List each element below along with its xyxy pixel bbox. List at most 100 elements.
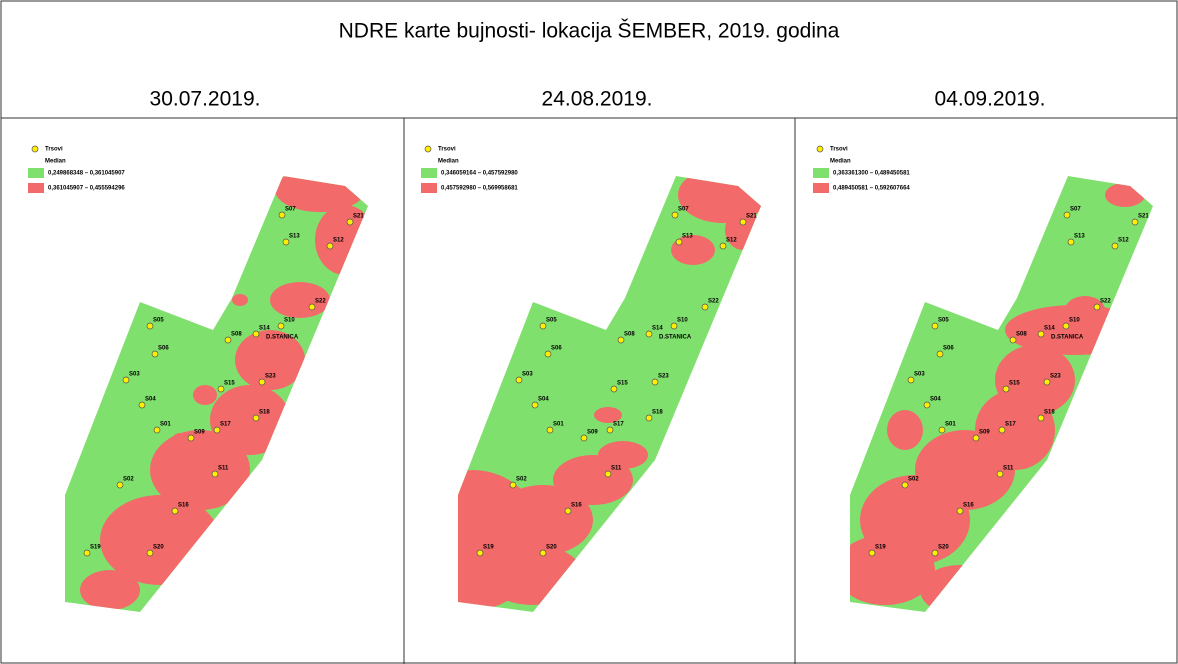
sample-point: [1002, 385, 1010, 393]
point-label: S07: [285, 207, 296, 213]
sample-point: [509, 481, 517, 489]
sample-point: [901, 481, 909, 489]
point-label: S17: [220, 422, 231, 428]
sample-point: [83, 549, 91, 557]
point-label: S17: [613, 422, 624, 428]
sample-point: [1131, 218, 1139, 226]
sample-point: [1111, 242, 1119, 250]
legend-text: 0,361045907 – 0,455594296: [48, 186, 125, 192]
point-label: S07: [678, 207, 689, 213]
point-label: S15: [617, 381, 628, 387]
sample-point: [1009, 336, 1017, 344]
sample-point: [936, 350, 944, 358]
sample-point: [346, 218, 354, 226]
legend-swatch: [421, 183, 437, 193]
legend-text: 0,346059164 – 0,457592980: [441, 171, 518, 177]
panel-date: 24.08.2019.: [542, 88, 653, 111]
red-zone: [193, 385, 217, 405]
map-panel: 24.08.2019. Trsovi Median 0,346059164 – 0,4…: [421, 88, 761, 612]
point-label: S01: [553, 422, 564, 428]
red-zone: [887, 410, 923, 450]
sample-point: [171, 507, 179, 515]
sample-point: [645, 330, 653, 338]
point-label: S16: [963, 503, 974, 509]
red-zone: [80, 570, 140, 610]
sample-point: [476, 549, 484, 557]
panel-date: 04.09.2019.: [935, 88, 1046, 111]
point-label: S19: [875, 545, 886, 551]
point-label: S22: [1100, 299, 1111, 305]
sample-point: [252, 414, 260, 422]
sample-point: [604, 470, 612, 478]
point-label: S13: [1074, 234, 1085, 240]
sample-point: [213, 426, 221, 434]
sample-point: [151, 350, 159, 358]
sample-point: [931, 549, 939, 557]
point-label: S23: [658, 374, 669, 380]
sample-point: [972, 434, 980, 442]
sample-point: [153, 426, 161, 434]
station-label: D.STANICA: [266, 335, 299, 341]
red-zone: [270, 282, 330, 318]
legend-heading: Median: [830, 159, 851, 165]
sample-point: [651, 378, 659, 386]
point-label: S08: [1016, 332, 1027, 338]
point-label: S09: [194, 430, 205, 436]
red-zone: [210, 385, 290, 455]
point-label: S21: [746, 214, 757, 220]
legend-text: Trsovi: [438, 147, 456, 153]
point-label: S04: [538, 397, 549, 403]
sample-point: [539, 322, 547, 330]
sample-point: [907, 376, 915, 384]
sample-point: [531, 401, 539, 409]
legend-swatch: [28, 168, 44, 178]
point-label: S03: [522, 372, 533, 378]
red-zone: [232, 294, 248, 306]
legend-text: Trsovi: [830, 147, 848, 153]
legend-swatch: [28, 183, 44, 193]
point-label: S12: [1118, 238, 1129, 244]
point-label: S22: [315, 299, 326, 305]
point-label: S12: [726, 238, 737, 244]
sample-point: [515, 376, 523, 384]
point-label: S11: [1003, 466, 1014, 472]
legend-dot: [816, 145, 824, 153]
sample-point: [923, 401, 931, 409]
red-zone: [493, 485, 593, 555]
point-label: S06: [943, 346, 954, 352]
sample-point: [1067, 238, 1075, 246]
sample-point: [998, 426, 1006, 434]
sample-point: [606, 426, 614, 434]
legend-heading: Median: [45, 159, 66, 165]
sample-point: [1093, 303, 1101, 311]
sample-point: [187, 434, 195, 442]
sample-point: [278, 211, 286, 219]
sample-point: [938, 426, 946, 434]
sample-point: [645, 414, 653, 422]
red-zone: [170, 433, 190, 457]
point-label: S05: [153, 318, 164, 324]
point-label: S07: [1070, 207, 1081, 213]
sample-point: [252, 330, 260, 338]
point-label: S19: [483, 545, 494, 551]
point-label: S10: [677, 318, 688, 324]
point-label: S10: [284, 318, 295, 324]
red-zone: [594, 407, 622, 423]
sample-point: [326, 242, 334, 250]
sample-point: [217, 385, 225, 393]
sample-point: [116, 481, 124, 489]
point-label: S15: [224, 381, 235, 387]
sample-point: [277, 322, 285, 330]
sample-point: [282, 238, 290, 246]
station-label: D.STANICA: [659, 335, 692, 341]
point-label: S18: [259, 410, 270, 416]
sample-point: [868, 549, 876, 557]
point-label: S11: [611, 466, 622, 472]
point-label: S05: [938, 318, 949, 324]
point-label: S03: [914, 372, 925, 378]
legend-swatch: [813, 168, 829, 178]
sample-point: [1043, 378, 1051, 386]
sample-point: [122, 376, 130, 384]
point-label: S16: [571, 503, 582, 509]
point-label: S03: [129, 372, 140, 378]
